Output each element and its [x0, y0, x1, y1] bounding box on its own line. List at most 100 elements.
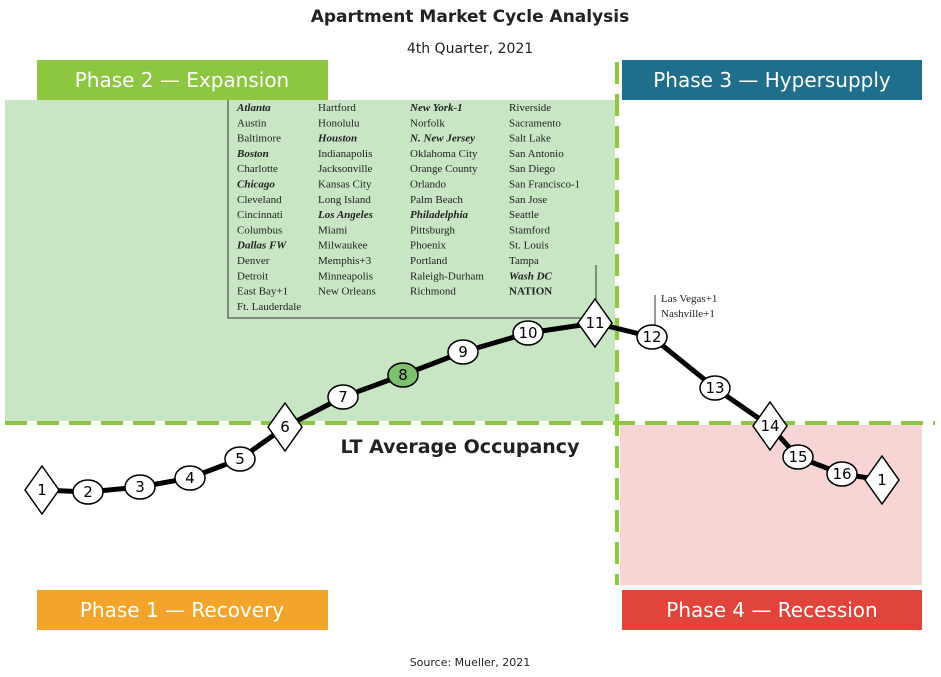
title: Apartment Market Cycle Analysis	[311, 7, 630, 27]
node-label: 1	[877, 471, 887, 489]
node-circle	[512, 320, 544, 346]
city: Hartford	[318, 102, 356, 114]
city: Raleigh-Durham	[410, 270, 484, 282]
city: Baltimore	[237, 133, 281, 145]
city: Riverside	[509, 102, 551, 114]
node-label: 12	[642, 328, 661, 346]
city: East Bay+1	[237, 286, 288, 298]
city: Boston	[236, 148, 269, 160]
city: Atlanta	[236, 102, 271, 114]
city: New York-1	[409, 102, 463, 114]
node-label: 5	[235, 450, 245, 468]
node-label: 9	[458, 343, 468, 361]
node-circle	[387, 362, 419, 388]
city: Richmond	[410, 286, 456, 298]
city: San Jose	[509, 194, 547, 206]
node-label: 13	[705, 379, 724, 397]
phase-label: Phase 3 — Hypersupply	[653, 68, 891, 92]
city: Long Island	[318, 194, 371, 206]
node-label: 14	[760, 417, 779, 435]
city: Detroit	[237, 270, 268, 282]
city: Stamford	[509, 224, 550, 236]
phase-label: Phase 4 — Recession	[666, 598, 877, 622]
recession-zone	[620, 425, 922, 585]
node-diamond	[864, 454, 900, 506]
city: Oklahoma City	[410, 148, 478, 160]
node-label: 4	[185, 469, 195, 487]
city: Memphis+3	[318, 255, 372, 267]
city: Seattle	[509, 209, 539, 221]
city: Dallas FW	[236, 240, 287, 252]
node-circle	[826, 461, 858, 487]
node-circle	[72, 479, 104, 505]
city: Charlotte	[237, 163, 278, 175]
node-label: 16	[832, 465, 851, 483]
city: Houston	[317, 133, 357, 145]
node-label: 1	[37, 481, 47, 499]
node-circle	[174, 465, 206, 491]
city: Miami	[318, 224, 347, 236]
node-circle	[327, 384, 359, 410]
node-label: 11	[585, 314, 604, 332]
phase-box	[622, 60, 922, 100]
node-circle	[124, 474, 156, 500]
node-diamond	[267, 401, 303, 453]
city: Palm Beach	[410, 194, 463, 206]
node-circle	[447, 339, 479, 365]
node-circle	[224, 446, 256, 472]
annotation: Nashville+1	[661, 308, 715, 320]
city: Sacramento	[509, 117, 561, 129]
city: NATION	[509, 286, 552, 298]
phase-box	[37, 60, 328, 100]
city: San Antonio	[509, 148, 564, 160]
city: San Diego	[509, 163, 556, 175]
city: New Orleans	[318, 286, 376, 298]
node-diamond	[577, 297, 613, 349]
city-bracket	[227, 100, 597, 319]
city: Cleveland	[237, 194, 282, 206]
node-circle	[636, 324, 668, 350]
city: Columbus	[237, 224, 282, 236]
node-circle	[782, 444, 814, 470]
city: Kansas City	[318, 179, 372, 191]
city: St. Louis	[509, 240, 549, 252]
city: Pittsburgh	[410, 224, 456, 236]
phase-box	[37, 590, 328, 630]
city: Salt Lake	[509, 133, 551, 145]
annotation: Las Vegas+1	[661, 293, 717, 305]
city: Phoenix	[410, 240, 447, 252]
city: Honolulu	[318, 117, 360, 129]
node-label: 7	[338, 388, 348, 406]
city: Wash DC	[509, 270, 553, 282]
expansion-zone	[5, 100, 615, 421]
city: Cincinnati	[237, 209, 283, 221]
city: Los Angeles	[317, 209, 373, 221]
phase-box	[622, 590, 922, 630]
node-diamond	[752, 400, 788, 452]
city: Philadelphia	[410, 209, 469, 221]
node-label: 3	[135, 478, 145, 496]
node-label: 2	[83, 483, 93, 501]
city: Orlando	[410, 179, 447, 191]
city: Indianapolis	[318, 148, 372, 160]
node-diamond	[24, 464, 60, 516]
subtitle: 4th Quarter, 2021	[407, 41, 533, 57]
city: Tampa	[509, 255, 539, 267]
city: Chicago	[237, 179, 275, 191]
node-circle	[699, 375, 731, 401]
city: San Francisco-1	[509, 179, 580, 191]
city: Portland	[410, 255, 448, 267]
city: Jacksonville	[318, 163, 372, 175]
occupancy-label: LT Average Occupancy	[341, 436, 581, 458]
phase-label: Phase 1 — Recovery	[80, 598, 284, 622]
node-label: 8	[398, 366, 408, 384]
phase-label: Phase 2 — Expansion	[75, 68, 290, 92]
city: Ft. Lauderdale	[237, 301, 301, 313]
city: Norfolk	[410, 117, 445, 129]
node-label: 15	[788, 448, 807, 466]
source: Source: Mueller, 2021	[410, 656, 531, 669]
city: Milwaukee	[318, 240, 368, 252]
city: Orange County	[410, 163, 478, 175]
node-label: 6	[280, 418, 290, 436]
